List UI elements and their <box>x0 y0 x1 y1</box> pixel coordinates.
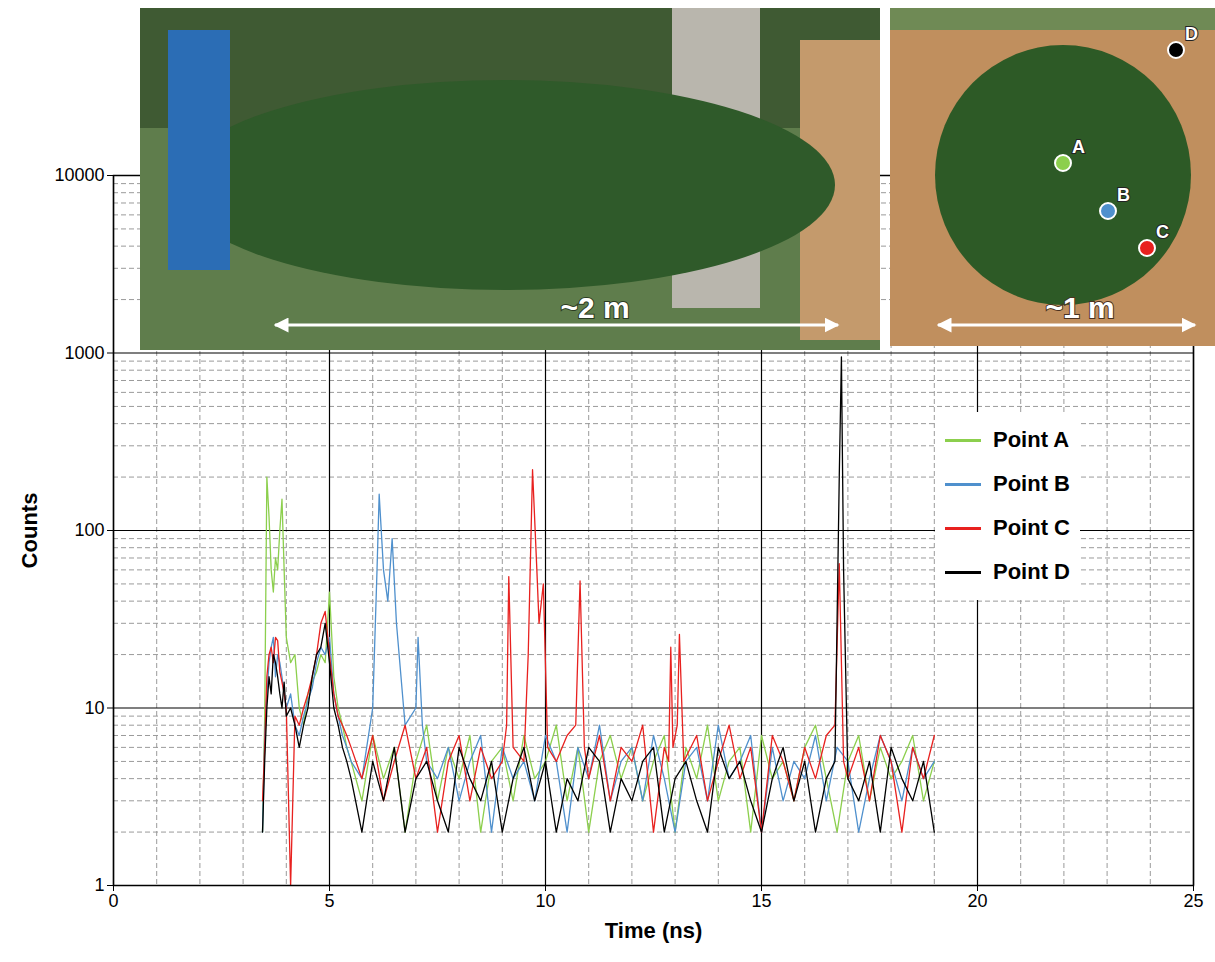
svg-text:Counts: Counts <box>17 493 42 569</box>
svg-text:0: 0 <box>108 891 118 911</box>
html-text:Point D: Point D <box>993 559 1070 584</box>
svg-text:C: C <box>1156 222 1169 242</box>
svg-text:1000: 1000 <box>64 343 104 363</box>
svg-text:10000: 10000 <box>54 165 104 185</box>
svg-text:10: 10 <box>84 698 104 718</box>
svg-text:20: 20 <box>967 891 987 911</box>
svg-text:~2 m: ~2 m <box>560 291 629 324</box>
svg-text:A: A <box>1072 137 1085 157</box>
svg-text:~1 m: ~1 m <box>1045 291 1114 324</box>
html-text:Point A: Point A <box>993 427 1070 452</box>
svg-text:1: 1 <box>94 875 104 895</box>
svg-text:D: D <box>1185 24 1198 44</box>
svg-text:10: 10 <box>535 891 555 911</box>
svg-text:5: 5 <box>324 891 334 911</box>
svg-text:100: 100 <box>74 520 104 540</box>
html-text:Point C: Point C <box>993 515 1070 540</box>
svg-text:25: 25 <box>1183 891 1203 911</box>
svg-text:Time (ns): Time (ns) <box>605 918 702 943</box>
svg-text:B: B <box>1117 185 1130 205</box>
svg-text:15: 15 <box>751 891 771 911</box>
html-text:Point B: Point B <box>993 471 1070 496</box>
